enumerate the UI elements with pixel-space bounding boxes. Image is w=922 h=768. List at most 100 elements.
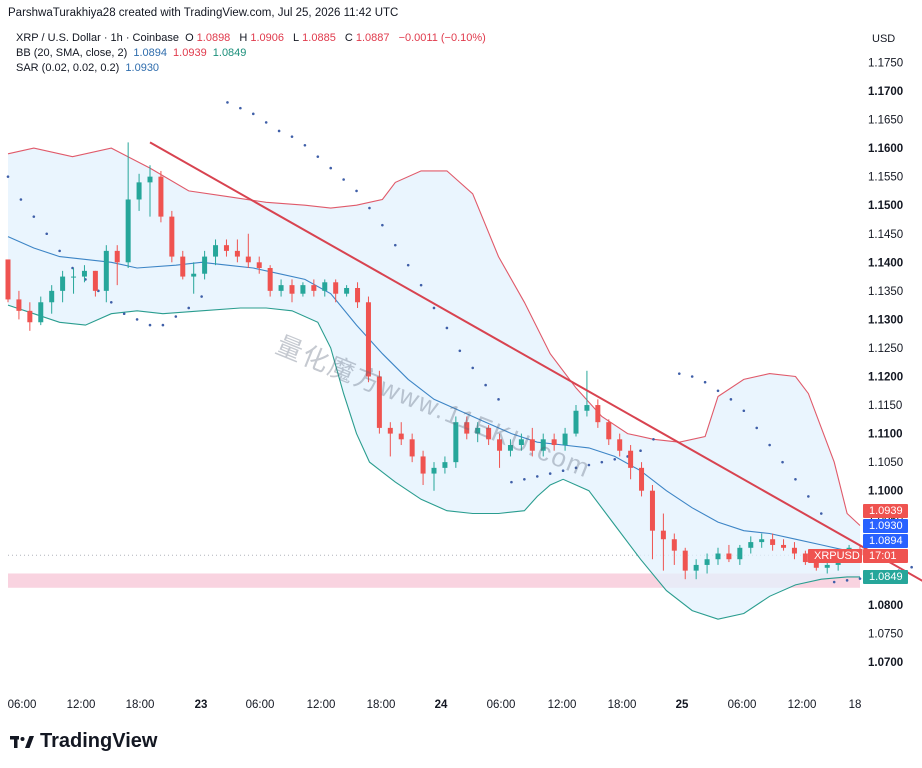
sar-dot [523, 477, 526, 481]
candle [551, 433, 557, 451]
tag-bb-upper-text: 1.0939 [869, 505, 903, 517]
sar-dot [742, 409, 746, 413]
y-tick-label: 1.1300 [868, 314, 903, 326]
sar-dot [781, 460, 784, 464]
candle [791, 542, 797, 560]
candle [267, 265, 273, 297]
candle-body [617, 439, 623, 451]
y-tick-label: 1.1250 [868, 343, 903, 355]
candle-body [136, 182, 142, 200]
candle-body [671, 539, 677, 551]
sar-dot [355, 189, 358, 193]
bb-indicator-label[interactable]: BB (20, SMA, close, 2) [16, 47, 128, 59]
bb-upper-line [7, 147, 861, 526]
candle [114, 245, 120, 286]
candle [573, 405, 579, 437]
sar-dot [303, 143, 307, 147]
y-tick-label: 1.1350 [868, 286, 903, 298]
candle-body [737, 547, 743, 560]
x-tick-label: 18:00 [608, 699, 637, 711]
candle-body [114, 250, 120, 263]
candle-body [344, 287, 350, 294]
sar-dot [690, 375, 694, 378]
candle-body [824, 564, 830, 568]
sar-dot [122, 312, 126, 315]
y-tick-label: 1.1500 [868, 200, 903, 212]
candle [191, 262, 197, 294]
sar-dot [755, 426, 759, 430]
bb-basis-value: 1.0894 [133, 47, 167, 59]
candle [442, 456, 448, 474]
sar-indicator-label[interactable]: SAR (0.02, 0.02, 0.2) [16, 62, 120, 74]
ohlc-high: H 1.0906 [239, 32, 284, 44]
candle-body [431, 467, 437, 474]
sar-dot [858, 577, 862, 580]
bb-basis-line [7, 236, 861, 552]
candle [16, 290, 22, 320]
candle [628, 445, 634, 480]
candle [387, 422, 393, 457]
candle [398, 422, 404, 446]
candle-body [420, 456, 426, 474]
bb-lower-line [7, 304, 860, 620]
tag-bb-lower-text: 1.0849 [869, 571, 903, 583]
sar-dot [613, 457, 617, 461]
candle [136, 173, 142, 211]
candle [158, 170, 164, 223]
candle-body [529, 439, 535, 451]
candle-body [213, 245, 219, 257]
candle-body [180, 256, 186, 277]
sar-dot [32, 215, 36, 218]
candle-body [147, 176, 153, 183]
sar-dot [574, 466, 578, 470]
candle-body [365, 302, 371, 377]
candle [365, 296, 371, 383]
y-tick-label: 1.1100 [868, 429, 903, 441]
sar-dot [393, 243, 397, 247]
sar-dot [239, 106, 242, 110]
ohlc-open: O 1.0898 [185, 32, 231, 44]
candle [715, 547, 721, 565]
candle [147, 165, 153, 217]
tag-countdown: 17:01 [863, 549, 908, 563]
candle [38, 296, 44, 326]
sar-dot [587, 463, 591, 467]
sar-dot [277, 129, 281, 133]
sar-dot [6, 175, 10, 178]
candle-body [748, 542, 754, 548]
candle-body [169, 216, 175, 257]
sar-dot [535, 475, 539, 478]
candle [92, 270, 98, 297]
candle-body [202, 256, 208, 274]
sar-dot [174, 315, 178, 318]
candle-body [442, 462, 448, 468]
candle-body [81, 270, 87, 277]
candle [71, 268, 77, 294]
sar-legend[interactable]: SAR (0.02, 0.02, 0.2) 1.0930 [16, 62, 162, 74]
tag-bb-basis-bg [863, 534, 908, 548]
candle-body [704, 559, 710, 565]
candle [639, 462, 645, 497]
sar-dot [910, 565, 913, 569]
candle-body [573, 410, 579, 434]
candle [213, 239, 219, 266]
tag-bb-upper-bg [863, 504, 908, 518]
candle-body [60, 276, 66, 291]
sar-dot [794, 477, 797, 481]
tradingview-logo[interactable]: TradingView [10, 730, 157, 753]
candle-body [551, 439, 557, 446]
candle [355, 282, 361, 308]
sar-dot [807, 495, 810, 498]
candle-body [245, 256, 251, 263]
tradingview-logo-icon [10, 735, 34, 748]
symbol-name[interactable]: XRP / U.S. Dollar · 1h · Coinbase [16, 32, 180, 44]
sar-dot [497, 398, 500, 401]
tag-symbol-bg [808, 549, 862, 563]
candle [802, 550, 808, 565]
candle-body [16, 299, 22, 311]
bb-legend[interactable]: BB (20, SMA, close, 2) 1.0894 1.0939 1.0… [16, 47, 249, 59]
currency-label[interactable]: USD [872, 33, 896, 45]
candle [518, 433, 524, 451]
symbol-legend[interactable]: XRP / U.S. Dollar · 1h · Coinbase O 1.089… [16, 32, 489, 44]
